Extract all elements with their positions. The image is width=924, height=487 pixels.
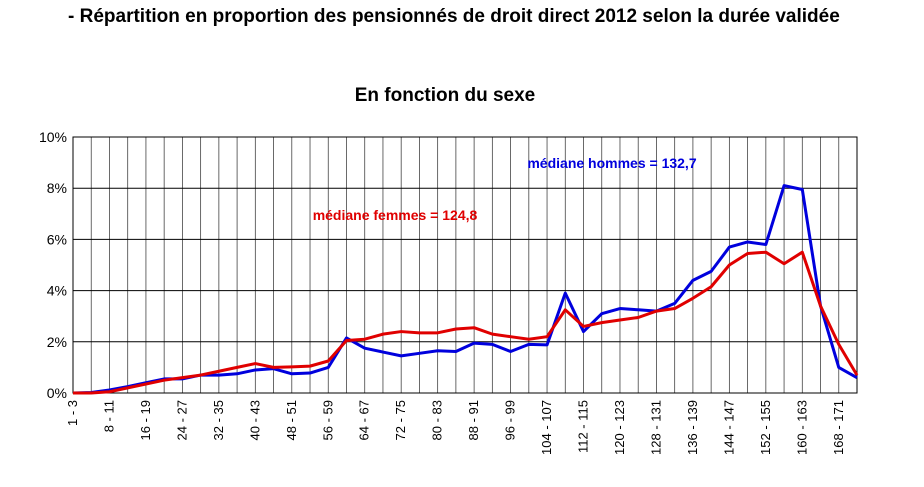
y-tick-label: 4% (47, 283, 67, 299)
x-tick-label: 8 - 11 (101, 400, 116, 432)
x-tick-label: 96 - 99 (503, 400, 518, 440)
y-tick-label: 0% (47, 385, 67, 401)
line-series (73, 250, 859, 395)
x-tick-label: 128 - 131 (648, 400, 663, 455)
x-tick-label: 80 - 83 (430, 400, 445, 440)
x-tick-label: 168 - 171 (831, 400, 846, 455)
x-tick-label: 40 - 43 (247, 400, 262, 440)
x-tick-label: 112 - 115 (576, 400, 591, 453)
x-tick-label: 32 - 35 (211, 400, 226, 440)
annotation: médiane hommes = 132,7 (527, 155, 696, 171)
x-tick-label: 152 - 155 (758, 400, 773, 455)
y-tick-label: 6% (47, 231, 67, 247)
chart-title: En fonction du sexe (355, 85, 536, 106)
annotation: médiane femmes = 124,8 (313, 207, 478, 223)
x-tick-label: 16 - 19 (138, 400, 153, 440)
x-tick-label: 24 - 27 (174, 400, 189, 440)
x-tick-label: 144 - 147 (721, 400, 736, 455)
y-tick-label: 10% (39, 129, 67, 145)
page-heading: - Répartition en proportion des pensionn… (68, 6, 840, 27)
x-tick-label: 160 - 163 (794, 400, 809, 455)
x-tick-label: 104 - 107 (539, 400, 554, 455)
y-tick-label: 8% (47, 180, 67, 196)
x-tick-label: 48 - 51 (284, 400, 299, 440)
y-tick-label: 2% (47, 334, 67, 350)
x-tick-label: 120 - 123 (612, 400, 627, 455)
x-tick-label: 1 - 3 (65, 400, 80, 426)
x-tick-label: 88 - 91 (466, 400, 481, 440)
x-tick-label: 136 - 139 (685, 400, 700, 455)
x-tick-label: 72 - 75 (393, 400, 408, 440)
plot-border (72, 136, 858, 394)
x-tick-label: 64 - 67 (357, 400, 372, 440)
x-tick-label: 56 - 59 (320, 400, 335, 440)
